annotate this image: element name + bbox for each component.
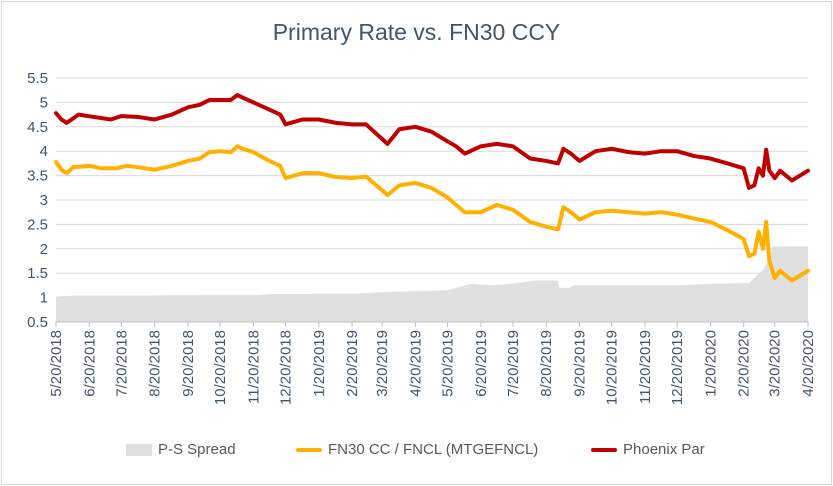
legend-item-fn30: FN30 CC / FNCL (MTGEFNCL) bbox=[296, 441, 538, 458]
gridlines bbox=[56, 77, 808, 323]
y-tick-label-5: 3 bbox=[40, 192, 48, 209]
x-tick-label-7: 12/20/2018 bbox=[278, 330, 295, 405]
y-tick-label-1: 1 bbox=[40, 290, 48, 307]
y-tick-label-3: 2 bbox=[40, 241, 48, 258]
x-tick-label-11: 4/20/2019 bbox=[407, 330, 424, 397]
legend-label-fn30: FN30 CC / FNCL (MTGEFNCL) bbox=[328, 441, 539, 458]
y-tick-label-2: 1.5 bbox=[27, 265, 48, 282]
legend-swatch-ps-spread bbox=[126, 443, 152, 456]
y-tick-label-7: 4 bbox=[40, 143, 48, 160]
chart-title: Primary Rate vs. FN30 CCY bbox=[272, 19, 561, 45]
x-tick-label-3: 8/20/2018 bbox=[147, 330, 164, 397]
x-tick-label-6: 11/20/2018 bbox=[245, 330, 262, 404]
x-tick-label-13: 6/20/2019 bbox=[473, 330, 490, 397]
x-tick-label-21: 2/20/2020 bbox=[736, 330, 753, 397]
legend-swatch-fn30 bbox=[296, 447, 322, 452]
x-tick-label-19: 12/20/2019 bbox=[669, 330, 686, 405]
x-tick-label-17: 10/20/2019 bbox=[604, 330, 621, 405]
x-tick-label-5: 10/20/2018 bbox=[212, 330, 229, 405]
series-line-fn30 bbox=[54, 144, 810, 283]
x-tick-label-23: 4/20/2020 bbox=[800, 330, 817, 397]
x-tick-label-15: 8/20/2019 bbox=[538, 330, 555, 397]
x-tick-label-16: 9/20/2019 bbox=[572, 330, 589, 397]
x-tick-label-18: 11/20/2019 bbox=[637, 330, 654, 404]
legend-item-phoenix-par: Phoenix Par bbox=[591, 441, 705, 458]
x-tick-label-2: 7/20/2018 bbox=[113, 330, 130, 397]
x-tick-label-0: 5/20/2018 bbox=[48, 330, 65, 397]
x-tick-label-8: 1/20/2019 bbox=[311, 330, 328, 397]
x-tick-label-10: 3/20/2019 bbox=[374, 330, 391, 397]
x-tick-label-20: 1/20/2020 bbox=[702, 330, 719, 397]
legend-label-phoenix-par: Phoenix Par bbox=[623, 441, 705, 458]
x-tick-label-9: 2/20/2019 bbox=[344, 330, 361, 397]
x-tick-label-22: 3/20/2020 bbox=[767, 330, 784, 397]
x-tick-label-12: 5/20/2019 bbox=[440, 330, 457, 397]
y-tick-label-6: 3.5 bbox=[27, 168, 48, 185]
x-tick-label-1: 6/20/2018 bbox=[81, 330, 98, 397]
x-tick-label-14: 7/20/2019 bbox=[505, 330, 522, 397]
y-tick-label-0: 0.5 bbox=[27, 314, 48, 331]
y-tick-label-10: 5.5 bbox=[27, 70, 48, 87]
series-line-phoenix-par bbox=[54, 93, 810, 190]
series-layer bbox=[54, 93, 810, 322]
x-tick-label-4: 9/20/2018 bbox=[180, 330, 197, 397]
y-tick-label-9: 5 bbox=[40, 94, 48, 111]
legend-item-ps-spread: P-S Spread bbox=[126, 441, 236, 458]
series-area-ps-spread bbox=[56, 246, 808, 322]
y-tick-label-4: 2.5 bbox=[27, 216, 48, 233]
y-tick-label-8: 4.5 bbox=[27, 119, 48, 136]
axis-layer: 0.5 1 1.5 2 2.5 3 3.5 4 4.5 5 5.5 5/20/2018 6/20/201… bbox=[27, 70, 817, 405]
legend: P-S Spread FN30 CC / FNCL (MTGEFNCL) Pho… bbox=[0, 441, 833, 469]
legend-label-ps-spread: P-S Spread bbox=[158, 441, 236, 458]
legend-swatch-phoenix-par bbox=[591, 447, 617, 452]
